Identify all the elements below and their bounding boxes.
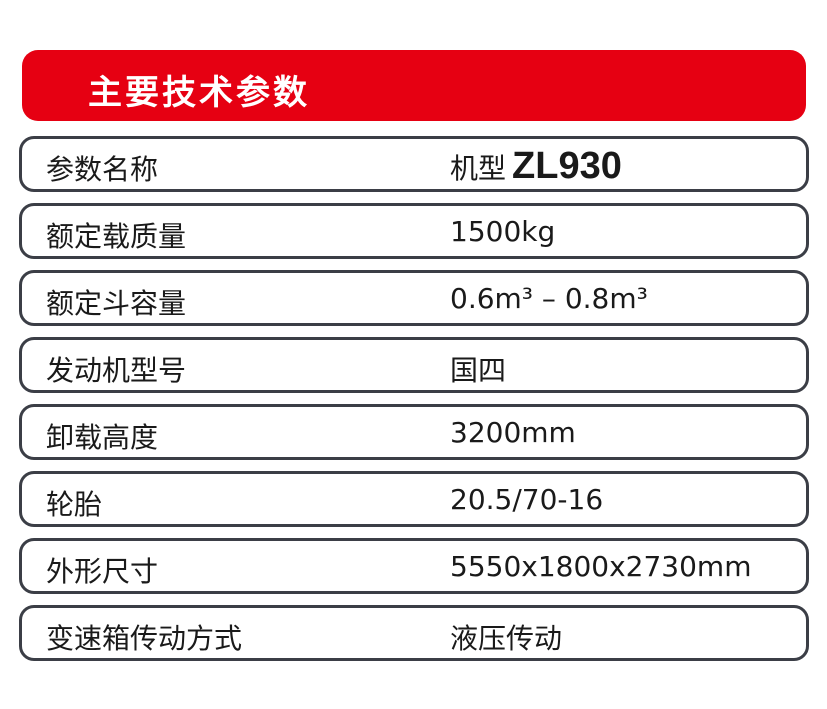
section-header: 主要技术参数 xyxy=(22,50,806,121)
table-row: 额定斗容量 0.6m³ – 0.8m³ xyxy=(19,270,809,326)
row-label: 发动机型号 xyxy=(46,354,187,387)
row-value: 液压传动 xyxy=(450,622,563,655)
table-row: 卸载高度 3200mm xyxy=(19,404,809,460)
row-label: 额定斗容量 xyxy=(46,287,187,320)
row-value: 国四 xyxy=(450,354,507,387)
row-label: 外形尺寸 xyxy=(46,555,159,588)
row-label: 卸载高度 xyxy=(46,421,159,454)
model-header: 机型 ZL930 xyxy=(450,145,622,188)
model-prefix: 机型 xyxy=(450,152,507,185)
param-name-header: 参数名称 xyxy=(46,153,159,186)
row-value: 5550x1800x2730mm xyxy=(450,550,752,583)
table-row: 轮胎 20.5/70-16 xyxy=(19,471,809,527)
row-value: 20.5/70-16 xyxy=(450,483,604,516)
row-value: 3200mm xyxy=(450,416,576,449)
table-row: 变速箱传动方式 液压传动 xyxy=(19,605,809,661)
table-row: 发动机型号 国四 xyxy=(19,337,809,393)
table-row: 外形尺寸 5550x1800x2730mm xyxy=(19,538,809,594)
table-header-row: 参数名称 机型 ZL930 xyxy=(19,136,809,192)
row-label: 变速箱传动方式 xyxy=(46,622,243,655)
section-title: 主要技术参数 xyxy=(88,73,310,113)
row-value: 1500kg xyxy=(450,215,556,248)
model-number: ZL930 xyxy=(512,145,622,187)
row-label: 轮胎 xyxy=(46,488,103,521)
table-row: 额定载质量 1500kg xyxy=(19,203,809,259)
row-value: 0.6m³ – 0.8m³ xyxy=(450,282,648,315)
row-label: 额定载质量 xyxy=(46,220,187,253)
